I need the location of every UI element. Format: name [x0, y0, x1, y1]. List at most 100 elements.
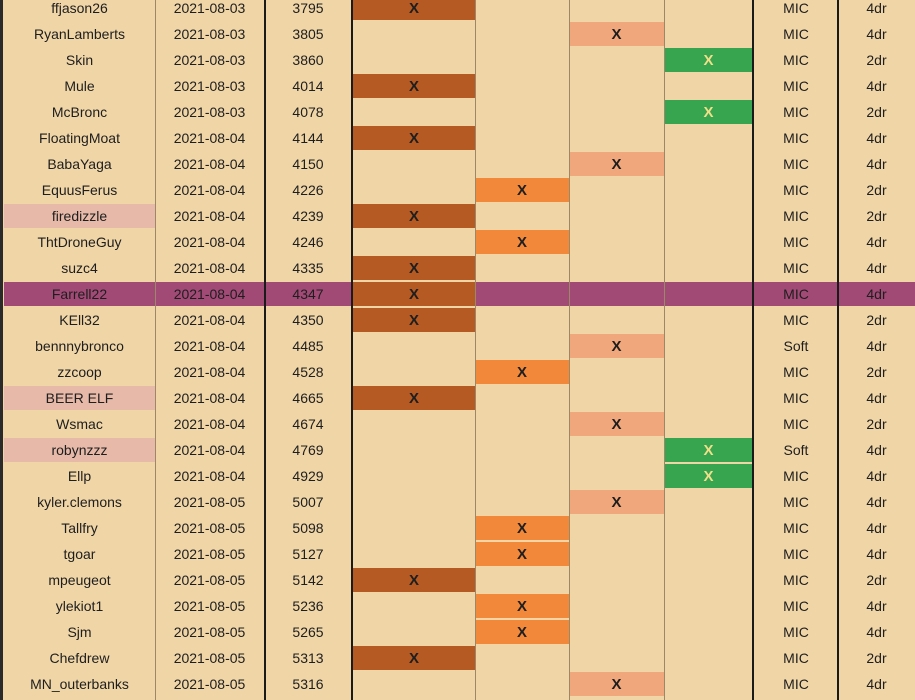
cell-date[interactable]: 2021-08-05 — [173, 598, 246, 614]
cell-doors[interactable]: 4dr — [866, 442, 887, 458]
cell-doors[interactable]: 4dr — [866, 286, 887, 302]
cell-doors[interactable]: 2dr — [866, 52, 887, 68]
cell-type[interactable]: MIC — [783, 364, 809, 380]
cell-name[interactable]: KEll32 — [59, 312, 100, 328]
cell-name[interactable]: zzcoop — [57, 364, 102, 380]
cell-date[interactable]: 2021-08-04 — [173, 338, 246, 354]
cell-number[interactable]: 4929 — [292, 468, 324, 484]
cell-number[interactable]: 5236 — [292, 598, 324, 614]
status-mark[interactable]: X — [408, 0, 419, 17]
cell-date[interactable]: 2021-08-04 — [173, 468, 246, 484]
cell-number[interactable]: 4350 — [292, 312, 324, 328]
cell-doors[interactable]: 4dr — [866, 130, 887, 146]
cell-name[interactable]: McBronc — [51, 104, 108, 120]
cell-date[interactable]: 2021-08-04 — [173, 130, 246, 146]
cell-name[interactable]: Skin — [65, 52, 94, 68]
cell-date[interactable]: 2021-08-04 — [173, 208, 246, 224]
cell-name[interactable]: firedizzle — [51, 208, 108, 224]
table-row[interactable]: BabaYaga 2021-08-04 4150 MIC 4dr X — [0, 151, 915, 177]
cell-type[interactable]: Soft — [783, 338, 809, 354]
cell-doors[interactable]: 4dr — [866, 234, 887, 250]
status-mark[interactable]: X — [408, 311, 419, 329]
cell-type[interactable]: MIC — [783, 624, 809, 640]
cell-number[interactable]: 4150 — [292, 156, 324, 172]
cell-name[interactable]: ffjason26 — [51, 0, 108, 16]
cell-name[interactable]: kyler.clemons — [37, 494, 122, 510]
table-row[interactable]: FloatingMoat 2021-08-04 4144 MIC 4dr X — [0, 125, 915, 151]
status-mark[interactable]: X — [408, 207, 419, 225]
status-mark[interactable]: X — [408, 77, 419, 95]
status-mark[interactable]: X — [408, 649, 419, 667]
cell-number[interactable]: 4246 — [292, 234, 324, 250]
cell-date[interactable]: 2021-08-04 — [173, 260, 246, 276]
cell-type[interactable]: MIC — [783, 676, 809, 692]
cell-doors[interactable]: 4dr — [866, 156, 887, 172]
cell-type[interactable]: MIC — [783, 650, 809, 666]
status-mark[interactable]: X — [516, 181, 527, 199]
cell-name[interactable]: Tallfry — [61, 520, 98, 536]
status-mark[interactable]: X — [611, 493, 622, 511]
cell-type[interactable]: MIC — [783, 546, 809, 562]
table-row[interactable]: Farrell22 2021-08-04 4347 MIC 4dr X — [0, 281, 915, 307]
table-row[interactable]: kyler.clemons 2021-08-05 5007 MIC 4dr X — [0, 489, 915, 515]
cell-doors[interactable]: 2dr — [866, 416, 887, 432]
cell-name[interactable]: Mule — [64, 78, 95, 94]
cell-number[interactable]: 4078 — [292, 104, 324, 120]
cell-number[interactable]: 3805 — [292, 26, 324, 42]
cell-date[interactable]: 2021-08-05 — [173, 624, 246, 640]
table-row[interactable]: mpeugeot 2021-08-05 5142 MIC 2dr X — [0, 567, 915, 593]
cell-doors[interactable]: 4dr — [866, 26, 887, 42]
status-mark[interactable]: X — [408, 129, 419, 147]
cell-type[interactable]: MIC — [783, 286, 809, 302]
cell-number[interactable]: 4335 — [292, 260, 324, 276]
cell-type[interactable]: MIC — [783, 0, 809, 16]
cell-doors[interactable]: 2dr — [866, 364, 887, 380]
cell-date[interactable]: 2021-08-03 — [173, 104, 246, 120]
cell-doors[interactable]: 2dr — [866, 650, 887, 666]
status-mark[interactable]: X — [703, 103, 714, 121]
status-mark[interactable]: X — [703, 441, 714, 459]
cell-name[interactable]: mpeugeot — [48, 572, 111, 588]
cell-type[interactable]: MIC — [783, 260, 809, 276]
table-row[interactable]: tgoar 2021-08-05 5127 MIC 4dr X — [0, 541, 915, 567]
table-row[interactable]: EquusFerus 2021-08-04 4226 MIC 2dr X — [0, 177, 915, 203]
cell-doors[interactable]: 4dr — [866, 260, 887, 276]
cell-doors[interactable]: 4dr — [866, 676, 887, 692]
table-row[interactable]: Tallfry 2021-08-05 5098 MIC 4dr X — [0, 515, 915, 541]
status-mark[interactable]: X — [703, 467, 714, 485]
status-mark[interactable]: X — [408, 259, 419, 277]
status-mark[interactable]: X — [516, 545, 527, 563]
cell-date[interactable]: 2021-08-03 — [173, 52, 246, 68]
cell-type[interactable]: MIC — [783, 104, 809, 120]
cell-doors[interactable]: 4dr — [866, 0, 887, 16]
cell-number[interactable]: 4347 — [292, 286, 324, 302]
cell-number[interactable]: 4226 — [292, 182, 324, 198]
cell-date[interactable]: 2021-08-03 — [173, 0, 246, 16]
cell-number[interactable]: 4674 — [292, 416, 324, 432]
cell-name[interactable]: ylekiot1 — [55, 598, 104, 614]
cell-name[interactable]: Farrell22 — [51, 286, 108, 302]
cell-number[interactable]: 5127 — [292, 546, 324, 562]
cell-date[interactable]: 2021-08-05 — [173, 520, 246, 536]
cell-number[interactable]: 4014 — [292, 78, 324, 94]
table-row[interactable]: Skin 2021-08-03 3860 MIC 2dr X — [0, 47, 915, 73]
cell-doors[interactable]: 4dr — [866, 78, 887, 94]
cell-date[interactable]: 2021-08-05 — [173, 650, 246, 666]
cell-name[interactable]: Wsmac — [56, 416, 103, 432]
cell-name[interactable]: Sjm — [67, 624, 92, 640]
cell-doors[interactable]: 4dr — [866, 468, 887, 484]
cell-name[interactable]: suzc4 — [61, 260, 98, 276]
status-mark[interactable]: X — [703, 51, 714, 69]
cell-type[interactable]: MIC — [783, 598, 809, 614]
table-row[interactable]: ThtDroneGuy 2021-08-04 4246 MIC 4dr X — [0, 229, 915, 255]
table-row[interactable]: robynzzz 2021-08-04 4769 Soft 4dr X — [0, 437, 915, 463]
cell-name[interactable]: RyanLamberts — [33, 26, 126, 42]
status-mark[interactable]: X — [516, 233, 527, 251]
table-row[interactable]: Mule 2021-08-03 4014 MIC 4dr X — [0, 73, 915, 99]
table-row[interactable]: Wsmac 2021-08-04 4674 MIC 2dr X — [0, 411, 915, 437]
cell-doors[interactable]: 4dr — [866, 546, 887, 562]
status-mark[interactable]: X — [611, 25, 622, 43]
cell-name[interactable]: EquusFerus — [41, 182, 118, 198]
status-mark[interactable]: X — [516, 597, 527, 615]
cell-name[interactable]: tgoar — [63, 546, 96, 562]
